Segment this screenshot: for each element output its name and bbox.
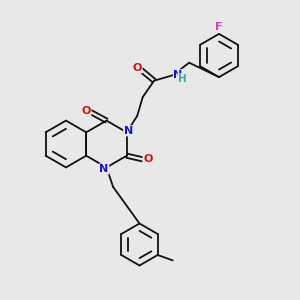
- Text: O: O: [143, 154, 152, 164]
- Text: O: O: [133, 63, 142, 73]
- Text: N: N: [173, 70, 182, 80]
- Text: H: H: [178, 74, 187, 84]
- Text: F: F: [215, 22, 223, 32]
- Text: N: N: [124, 126, 133, 136]
- Text: O: O: [81, 106, 91, 116]
- Text: N: N: [100, 164, 109, 174]
